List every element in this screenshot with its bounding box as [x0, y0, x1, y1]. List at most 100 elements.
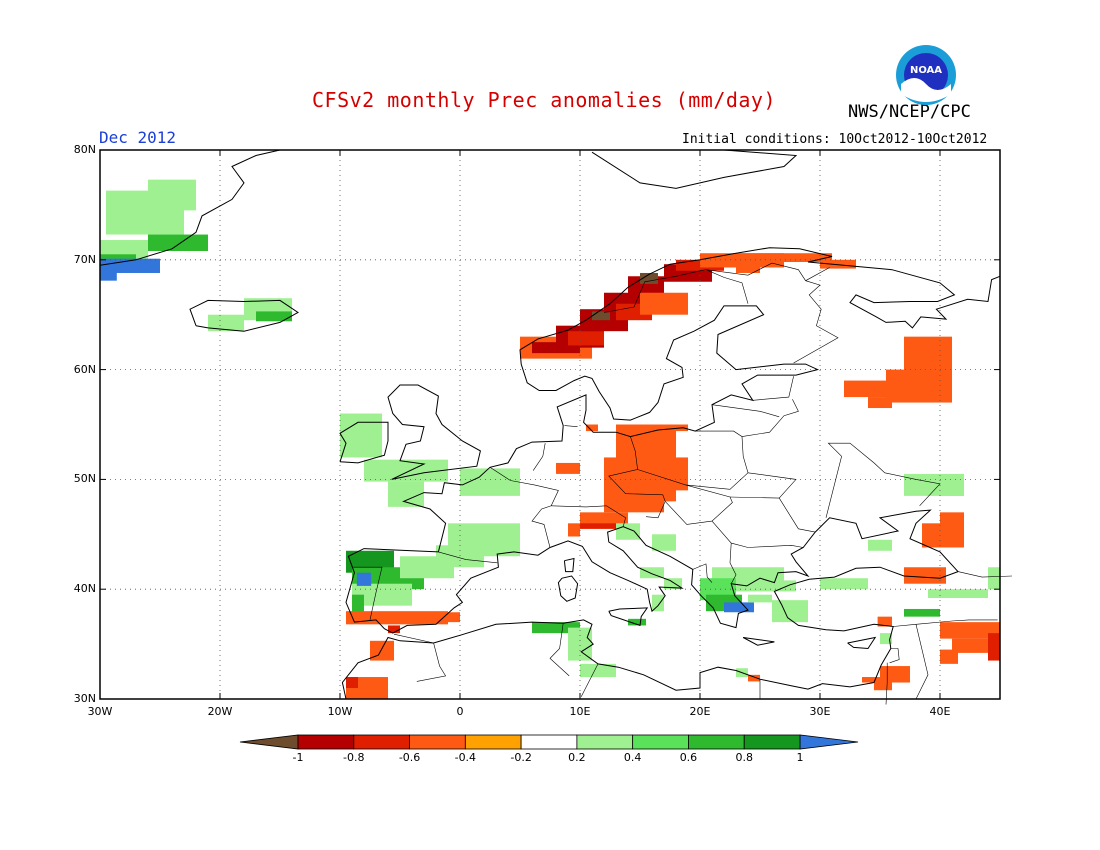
anomaly-cell: [940, 512, 964, 535]
anomaly-cell: [748, 674, 760, 682]
colorbar-segment: [353, 734, 410, 750]
anomaly-cell: [364, 459, 448, 482]
lat-label: 40N: [73, 582, 96, 596]
colorbar-label: -1: [292, 751, 304, 764]
lat-label: 70N: [73, 252, 96, 266]
anomaly-cell: [340, 413, 382, 458]
anomaly-cell: [748, 594, 772, 603]
lat-label: 60N: [73, 362, 96, 376]
lon-label: 30E: [809, 705, 831, 718]
anomaly-cell: [388, 625, 400, 634]
colorbar-left-arrow: [239, 734, 299, 750]
anomaly-cells: [100, 179, 1000, 699]
anomaly-cell: [356, 572, 372, 586]
anomaly-cell: [880, 633, 892, 645]
anomaly-cell: [400, 556, 454, 579]
anomaly-cell: [460, 468, 520, 496]
colorbar-segment: [409, 734, 466, 750]
agency-label: NWS/NCEP/CPC: [848, 102, 971, 122]
lon-label: 10W: [327, 705, 353, 718]
anomaly-cell: [148, 179, 196, 211]
anomaly-cell: [988, 633, 1000, 661]
anomaly-cell: [652, 594, 664, 612]
anomaly-cell: [928, 589, 988, 598]
anomaly-cell: [940, 622, 1000, 639]
anomaly-cell: [736, 265, 760, 273]
anomaly-cell: [100, 271, 117, 281]
anomaly-cell: [868, 397, 892, 409]
anomaly-cell: [652, 534, 676, 551]
anomaly-cell: [988, 567, 1000, 590]
colorbar-segment: [743, 734, 801, 750]
anomaly-cell: [532, 342, 580, 354]
lat-label: 50N: [73, 472, 96, 486]
anomaly-cell: [862, 677, 880, 683]
anomaly-cell: [580, 523, 616, 529]
anomaly-cell: [256, 311, 292, 322]
anomaly-cell: [586, 424, 598, 432]
map-title: CFSv2 monthly Prec anomalies (mm/day): [312, 88, 777, 112]
lat-label: 80N: [73, 143, 96, 156]
anomaly-cell: [640, 292, 688, 315]
colorbar-label: 0.6: [679, 751, 698, 764]
lon-label: 20E: [689, 705, 711, 718]
anomaly-cell: [664, 490, 676, 502]
anomaly-cell: [874, 680, 892, 691]
anomaly-cell: [772, 600, 808, 623]
anomaly-cell: [352, 583, 412, 606]
anomaly-cell: [568, 331, 604, 346]
anomaly-cell: [100, 258, 160, 273]
anomaly-cell: [628, 618, 646, 626]
anomaly-cell: [940, 649, 958, 664]
anomaly-cell: [736, 580, 796, 592]
colorbar-label: -0.2: [510, 751, 532, 764]
anomaly-cell: [556, 462, 580, 474]
colorbar-label: -0.4: [454, 751, 477, 764]
colorbar-label: 1: [796, 751, 804, 764]
anomaly-cell: [148, 234, 208, 252]
colorbar-label: 0.8: [735, 751, 753, 764]
anomaly-cell: [904, 608, 940, 617]
anomaly-cell: [877, 616, 892, 627]
anomaly-cell: [346, 611, 448, 625]
lon-label: 40E: [929, 705, 951, 718]
anomaly-cell: [844, 380, 904, 398]
anomaly-cell: [652, 457, 688, 491]
anomaly-cell: [640, 272, 658, 284]
anomaly-cell: [880, 666, 910, 683]
anomaly-cell: [370, 640, 394, 661]
lat-label: 30N: [73, 692, 96, 705]
colorbar-segment: [688, 734, 745, 750]
anomaly-cell: [820, 578, 868, 590]
anomaly-cell: [448, 612, 460, 623]
anomaly-cell: [664, 424, 688, 432]
lon-label: 30W: [87, 705, 113, 718]
initial-conditions: Initial conditions: 10Oct2012-10Oct2012: [682, 132, 988, 147]
colorbar-label: -0.6: [398, 751, 421, 764]
noaa-logo-icon: NOAA: [896, 45, 956, 105]
colorbar-segment: [632, 734, 689, 750]
forecast-month: Dec 2012: [99, 128, 177, 147]
anomaly-cell: [664, 578, 682, 590]
graticule: [100, 150, 1000, 699]
anomaly-cell: [568, 523, 580, 537]
anomaly-cell: [580, 663, 616, 678]
lon-label: 0: [456, 705, 464, 718]
anomaly-cell: [532, 622, 580, 634]
colorbar-segment: [520, 734, 578, 750]
anomaly-cell: [736, 253, 832, 262]
anomaly-cell: [616, 523, 640, 540]
lon-label: 20W: [207, 705, 233, 718]
colorbar-label: -0.8: [343, 751, 365, 764]
lon-label: 10E: [569, 705, 591, 718]
colorbar-label: 0.2: [568, 751, 586, 764]
coastlines: [99, 149, 1013, 705]
colorbar-segment: [297, 734, 355, 750]
colorbar-right-arrow: [799, 734, 859, 750]
colorbar-segment: [576, 734, 634, 750]
anomaly-cell: [868, 539, 892, 551]
colorbar-segment: [464, 734, 522, 750]
anomaly-cell: [940, 484, 964, 496]
map-frame: [99, 149, 1001, 700]
